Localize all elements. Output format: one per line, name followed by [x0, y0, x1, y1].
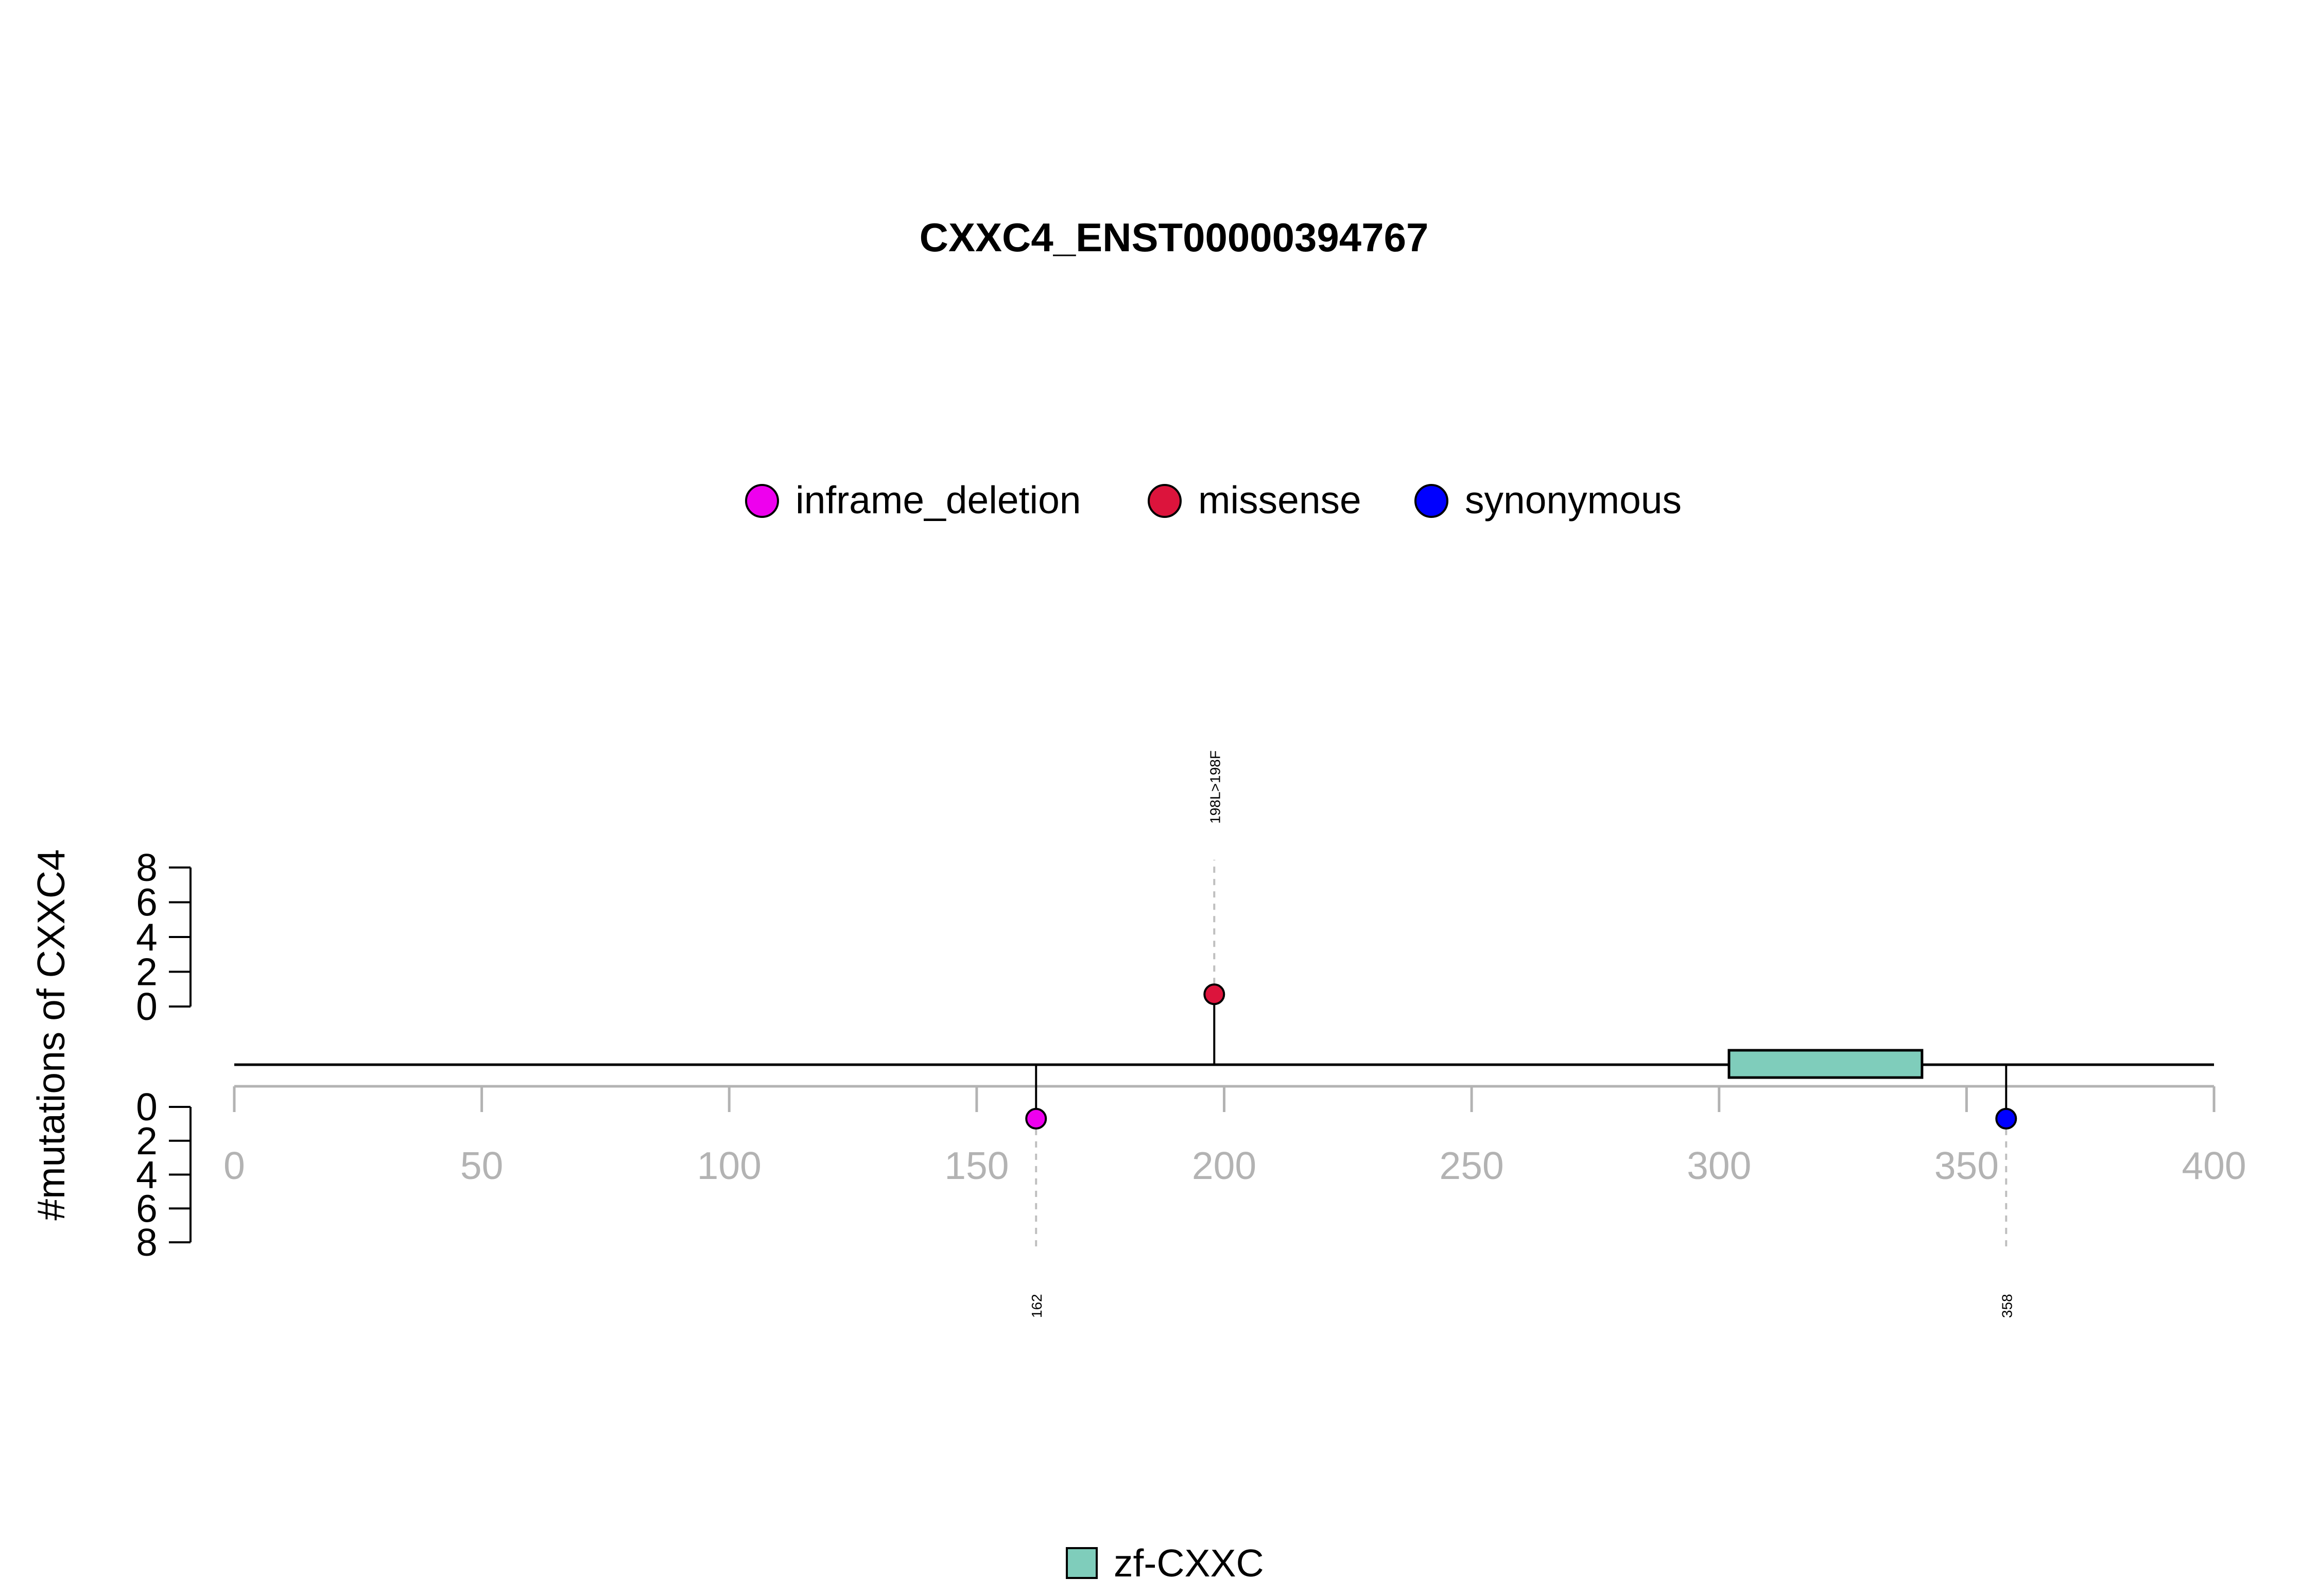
- x-tick-label-50: 50: [460, 1144, 503, 1187]
- domain-layer: [1727, 1049, 1924, 1079]
- domain-legend-item-zf-CXXC: zf-CXXC: [1066, 1541, 1264, 1585]
- y-tick-label-top-6: 6: [136, 881, 158, 924]
- mutation-162: 162: [1025, 1065, 1047, 1318]
- legend-marker-missense: [1148, 484, 1182, 518]
- x-tick-label-150: 150: [944, 1144, 1009, 1187]
- legend-item-missense: missense: [1148, 478, 1361, 522]
- chart-title: CXXC4_ENST00000394767: [920, 215, 1429, 260]
- legend-marker-inframe_deletion: [745, 484, 779, 518]
- mutation-point-358: [1995, 1107, 2017, 1130]
- x-tick-label-250: 250: [1440, 1144, 1504, 1187]
- mutation-label-358: 358: [1999, 1294, 2015, 1318]
- y-tick-label-top-0: 0: [136, 985, 158, 1028]
- legend-item-inframe_deletion: inframe_deletion: [745, 478, 1081, 522]
- legend-label-synonymous: synonymous: [1465, 478, 1682, 522]
- domain-legend-swatch-zf-CXXC: [1066, 1547, 1098, 1579]
- legend-marker-synonymous: [1414, 484, 1448, 518]
- mutation-198: 198L>198F: [1203, 751, 1225, 1065]
- mutation-label-198: 198L>198F: [1207, 751, 1223, 824]
- mutation-358: 358: [1995, 1065, 2017, 1318]
- domain-legend: zf-CXXC: [1066, 1541, 1264, 1585]
- mutation-point-162: [1025, 1107, 1047, 1130]
- x-tick-label-100: 100: [697, 1144, 762, 1187]
- x-tick-label-200: 200: [1192, 1144, 1256, 1187]
- x-tick-label-400: 400: [2182, 1144, 2246, 1187]
- y-axis-label: #mutations of CXXC4: [29, 849, 73, 1220]
- y-tick-label-top-4: 4: [136, 915, 158, 959]
- y-tick-label-bottom-6: 6: [136, 1187, 158, 1230]
- y-tick-label-bottom-4: 4: [136, 1153, 158, 1196]
- x-tick-label-0: 0: [223, 1144, 245, 1187]
- domain-zf-CXXC: [1727, 1049, 1924, 1079]
- mutation-point-198: [1203, 983, 1225, 1005]
- y-tick-label-bottom-2: 2: [136, 1119, 158, 1163]
- legend-item-synonymous: synonymous: [1414, 478, 1682, 522]
- mutation-layer: 162 198L>198F 358: [1025, 751, 2017, 1318]
- y-tick-label-bottom-0: 0: [136, 1085, 158, 1129]
- y-tick-label-bottom-8: 8: [136, 1221, 158, 1264]
- mutation-legend: inframe_deletion missense synonymous: [745, 478, 1682, 522]
- x-axis: 0 50 100 150 200 250 300 350 400: [223, 1085, 2246, 1187]
- x-tick-label-300: 300: [1687, 1144, 1751, 1187]
- legend-label-missense: missense: [1198, 478, 1361, 522]
- domain-legend-label-zf-CXXC: zf-CXXC: [1114, 1541, 1264, 1585]
- mutation-label-162: 162: [1029, 1294, 1045, 1318]
- legend-label-inframe_deletion: inframe_deletion: [796, 478, 1081, 522]
- y-tick-label-top-2: 2: [136, 950, 158, 994]
- x-tick-label-350: 350: [1934, 1144, 1999, 1187]
- y-tick-label-top-8: 8: [136, 846, 158, 889]
